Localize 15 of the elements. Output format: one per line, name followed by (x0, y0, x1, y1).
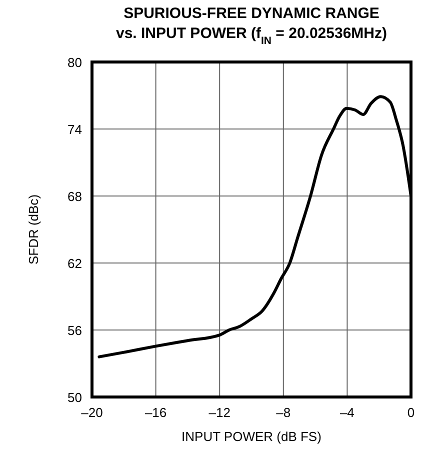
x-tick-label: –20 (81, 405, 103, 420)
y-tick-label: 74 (68, 122, 82, 137)
y-tick-label: 50 (68, 390, 82, 405)
y-tick-label: 56 (68, 323, 82, 338)
y-axis-title: SFDR (dBc) (26, 194, 41, 265)
x-tick-label: –12 (208, 405, 230, 420)
x-tick-label: –4 (340, 405, 354, 420)
y-tick-label: 80 (68, 55, 82, 70)
y-tick-label: 62 (68, 256, 82, 271)
chart-title: SPURIOUS-FREE DYNAMIC RANGE vs. INPUT POWER (f$_{IN}$ = 20.02536MHz) (116, 5, 387, 47)
x-tick-label: –16 (144, 405, 167, 420)
x-axis-title: INPUT POWER (dB FS) (182, 429, 322, 444)
x-tick-label: –8 (276, 405, 291, 420)
x-tick-label: 0 (407, 405, 415, 420)
y-tick-label: 68 (68, 189, 82, 204)
